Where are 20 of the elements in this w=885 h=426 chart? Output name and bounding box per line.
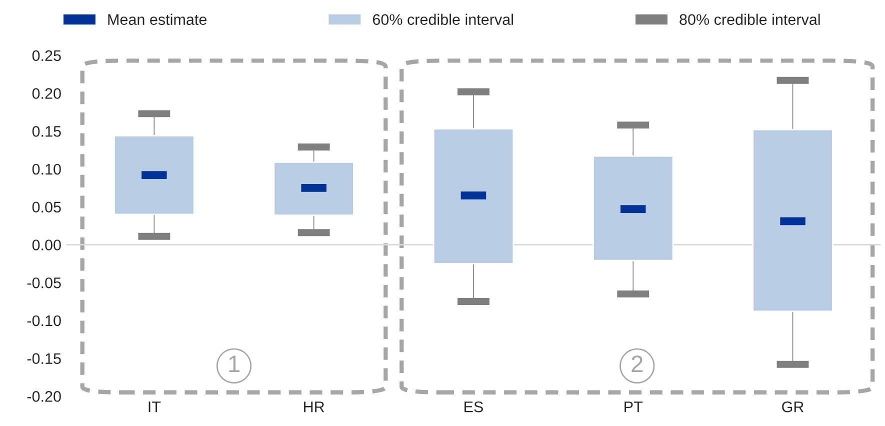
x-tick-label: PT	[624, 402, 643, 412]
legend-label: Mean estimate	[108, 14, 207, 25]
y-tick-label: 0.20	[32, 88, 61, 99]
y-tick-label: 0.00	[32, 240, 61, 250]
annotation: 2	[632, 356, 642, 372]
y-tick-label: -0.05	[27, 277, 61, 288]
legend-label: 80% credible interval	[680, 14, 820, 25]
y-tick-label: -0.10	[27, 315, 61, 326]
y-tick-label: 0.05	[32, 202, 61, 213]
legend-label: 60% credible interval	[372, 14, 513, 25]
x-tick-label: IT	[148, 402, 161, 412]
y-tick-label: -0.15	[27, 353, 61, 364]
x-tick-label: GR	[782, 401, 804, 412]
x-tick-label: HR	[304, 402, 324, 412]
x-tick-label: ES	[464, 401, 483, 412]
y-tick-label: 0.25	[32, 50, 61, 62]
annotation: 1	[229, 356, 240, 372]
y-tick-label: -0.20	[27, 391, 61, 402]
y-tick-label: 0.10	[32, 164, 61, 175]
y-tick-label: 0.15	[32, 126, 61, 137]
